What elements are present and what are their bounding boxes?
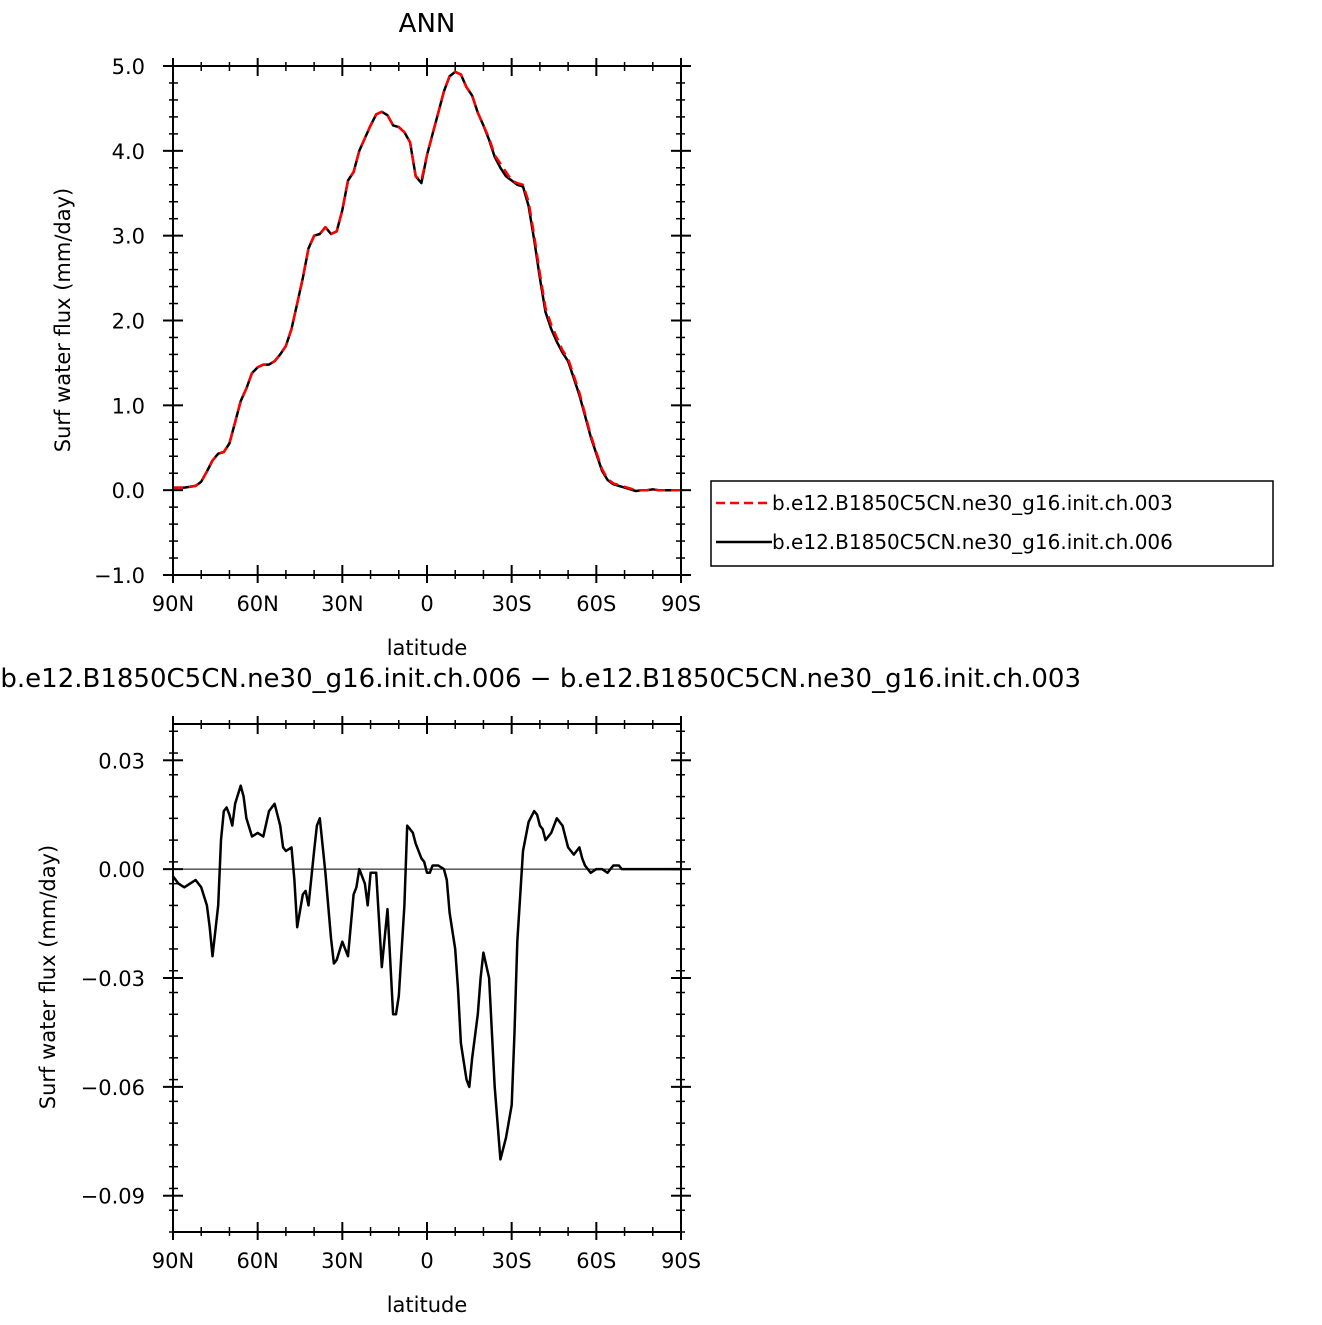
bottom-panel: b.e12.B1850C5CN.ne30_g16.init.ch.006 − b… bbox=[0, 664, 1081, 1317]
top-series bbox=[173, 70, 681, 493]
top-panel: ANN 90N 60N 30N 0 30S 60S 90S −1.0 0.0 1.0 2.0 3.0 4… bbox=[51, 9, 701, 660]
top-ticks: 90N 60N 30N 0 30S 60S 90S −1.0 0.0 1.0 2.0 3.0 4.0 5.… bbox=[94, 55, 701, 616]
y-tick-label: 3.0 bbox=[112, 225, 145, 249]
top-plot-frame bbox=[172, 65, 682, 576]
bottom-plot-frame bbox=[172, 723, 682, 1233]
bottom-ticks: 90N 60N 30N 0 30S 60S 90S −0.09 −0.06 −0.03 0.00 0.… bbox=[81, 716, 701, 1273]
y-tick-label: 0.03 bbox=[98, 749, 145, 773]
x-tick-label: 30S bbox=[492, 592, 532, 616]
y-tick-label: −1.0 bbox=[94, 564, 145, 588]
y-tick-label: −0.03 bbox=[81, 967, 145, 991]
x-tick-label: 60N bbox=[236, 592, 278, 616]
legend-box bbox=[710, 480, 1274, 567]
x-tick-label: 90S bbox=[661, 592, 701, 616]
bottom-series bbox=[172, 784, 681, 1161]
x-tick-label: 0 bbox=[420, 1249, 433, 1273]
y-tick-label: 2.0 bbox=[112, 310, 145, 334]
x-tick-label: 90N bbox=[152, 592, 194, 616]
top-chart-title: ANN bbox=[399, 9, 456, 39]
legend: b.e12.B1850C5CN.ne30_g16.init.ch.003 b.e… bbox=[710, 480, 1274, 567]
y-tick-label: 5.0 bbox=[112, 55, 145, 79]
x-tick-label: 90N bbox=[152, 1249, 194, 1273]
y-tick-label: 0.0 bbox=[112, 479, 145, 503]
series-line-006 bbox=[173, 70, 681, 493]
bottom-y-axis-label: Surf water flux (mm/day) bbox=[36, 845, 60, 1110]
legend-label-003: b.e12.B1850C5CN.ne30_g16.init.ch.003 bbox=[772, 491, 1173, 515]
x-tick-label: 60S bbox=[576, 1249, 616, 1273]
y-tick-label: −0.06 bbox=[81, 1076, 145, 1100]
x-tick-label: 60N bbox=[236, 1249, 278, 1273]
y-tick-label: −0.09 bbox=[81, 1185, 145, 1209]
x-tick-label: 30S bbox=[492, 1249, 532, 1273]
top-x-axis-label: latitude bbox=[387, 636, 468, 660]
y-tick-label: 4.0 bbox=[112, 140, 145, 164]
x-tick-label: 30N bbox=[321, 1249, 363, 1273]
legend-label-006: b.e12.B1850C5CN.ne30_g16.init.ch.006 bbox=[772, 530, 1173, 554]
bottom-x-axis-label: latitude bbox=[387, 1293, 468, 1317]
x-tick-label: 30N bbox=[321, 592, 363, 616]
y-tick-label: 0.00 bbox=[98, 858, 145, 882]
x-tick-label: 90S bbox=[661, 1249, 701, 1273]
y-tick-label: 1.0 bbox=[112, 394, 145, 418]
top-y-axis-label: Surf water flux (mm/day) bbox=[51, 188, 75, 453]
difference-line bbox=[172, 784, 681, 1161]
x-tick-label: 60S bbox=[576, 592, 616, 616]
bottom-chart-title: b.e12.B1850C5CN.ne30_g16.init.ch.006 − b… bbox=[0, 664, 1081, 694]
x-tick-label: 0 bbox=[420, 592, 433, 616]
series-line-003 bbox=[173, 70, 681, 492]
